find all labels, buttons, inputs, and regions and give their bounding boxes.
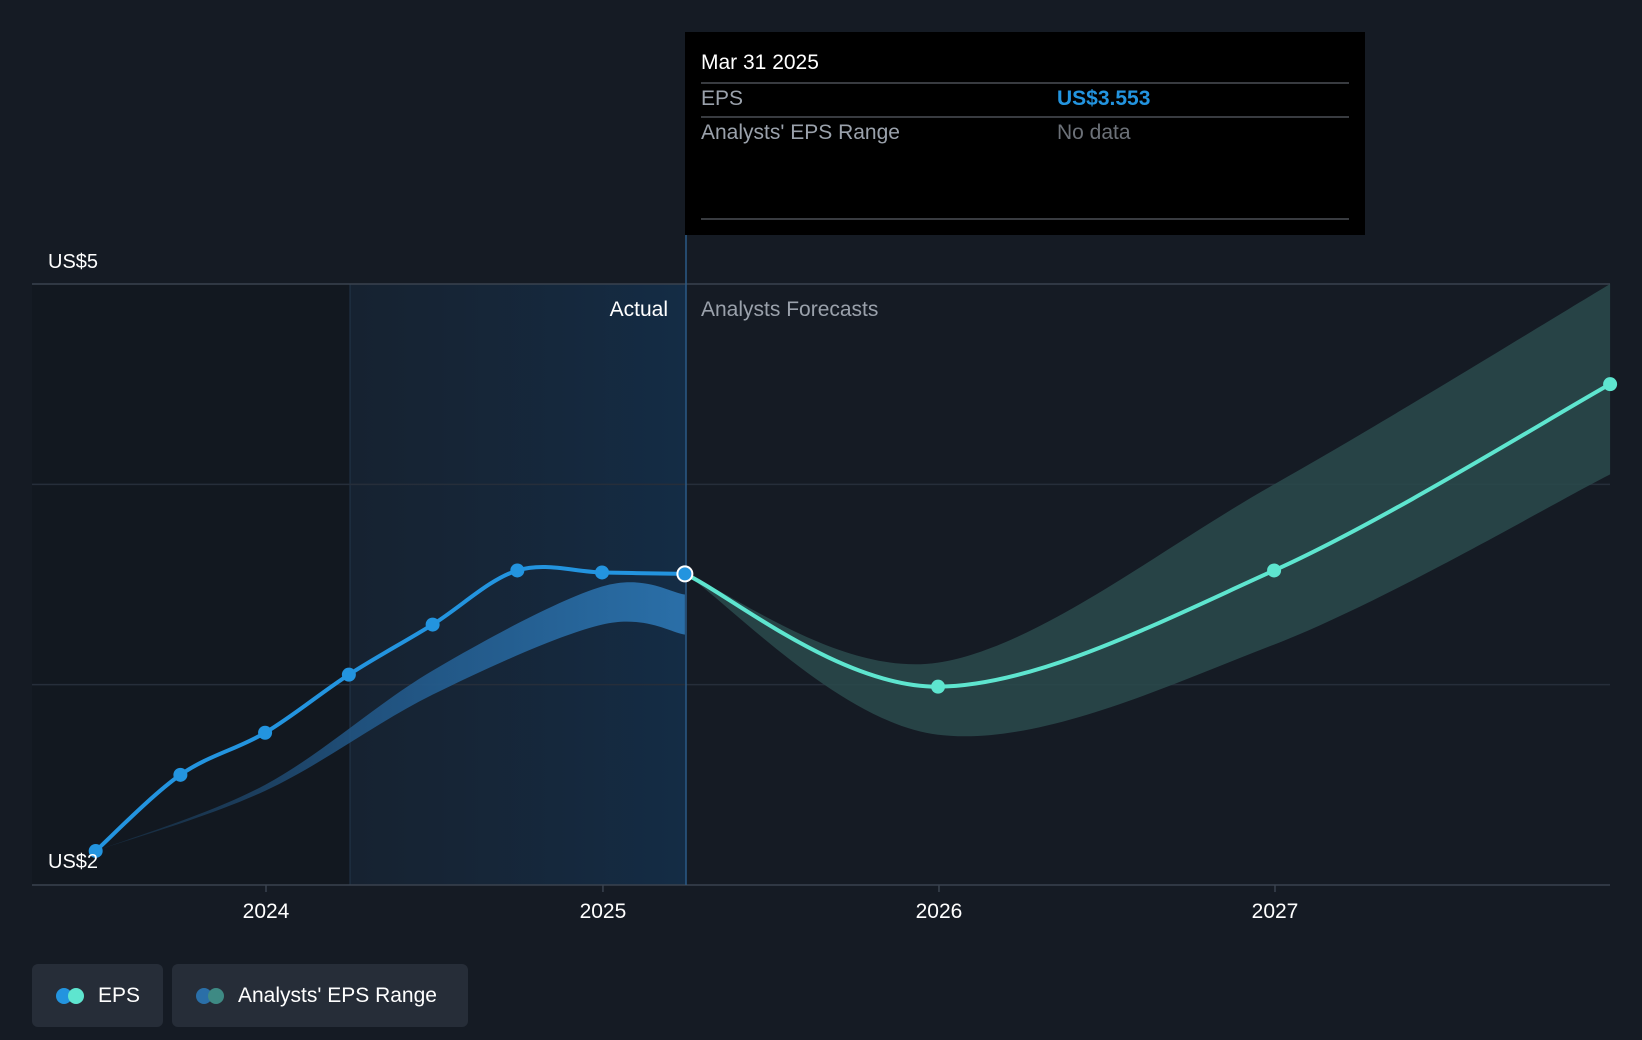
legend-label-eps-range: Analysts' EPS Range: [238, 983, 437, 1007]
y-tick-label-top: US$5: [48, 251, 98, 273]
tooltip: Mar 31 2025 EPS US$3.553 Analysts' EPS R…: [685, 32, 1365, 235]
legend-item-eps-range[interactable]: Analysts' EPS Range: [172, 964, 468, 1027]
eps-forecast-line: [682, 382, 1613, 689]
eps-highlighted-point[interactable]: [676, 565, 694, 583]
tooltip-title: Mar 31 2025: [701, 51, 819, 74]
eps-actual-point[interactable]: [341, 667, 356, 682]
eps-forecast-point[interactable]: [1267, 563, 1282, 578]
eps-forecast-point[interactable]: [931, 679, 946, 694]
y-tick-label-bottom: US$2: [48, 851, 98, 873]
tooltip-eps-value: US$3.553: [1057, 87, 1150, 110]
eps-forecast-point[interactable]: [1603, 377, 1618, 392]
actual-eps-range-band: [95, 582, 685, 851]
eps-legend-icon: [56, 987, 86, 1004]
x-tick-label-2024: 2024: [243, 900, 290, 923]
legend-label-eps: EPS: [98, 983, 141, 1007]
forecast-eps-range-band: [684, 284, 1611, 737]
eps-actual-point[interactable]: [88, 843, 103, 858]
actual-label: Actual: [610, 298, 668, 321]
tooltip-box: [685, 32, 1365, 235]
past-shade: [32, 284, 350, 885]
x-tick-label-2026: 2026: [916, 900, 963, 923]
x-tick-label-2027: 2027: [1252, 900, 1299, 923]
forecast-label: Analysts Forecasts: [701, 298, 878, 321]
eps-range-legend-icon: [196, 987, 226, 1004]
eps-actual-point[interactable]: [425, 617, 440, 632]
eps-actual-point[interactable]: [595, 565, 610, 580]
legend-item-eps[interactable]: EPS: [32, 964, 163, 1027]
tooltip-range-label: Analysts' EPS Range: [701, 121, 900, 144]
eps-actual-point[interactable]: [258, 725, 273, 740]
eps-actual-point[interactable]: [173, 767, 188, 782]
x-tick-label-2025: 2025: [580, 900, 627, 923]
tooltip-eps-label: EPS: [701, 87, 743, 110]
tooltip-range-value: No data: [1057, 121, 1131, 144]
eps-actual-point[interactable]: [510, 563, 525, 578]
